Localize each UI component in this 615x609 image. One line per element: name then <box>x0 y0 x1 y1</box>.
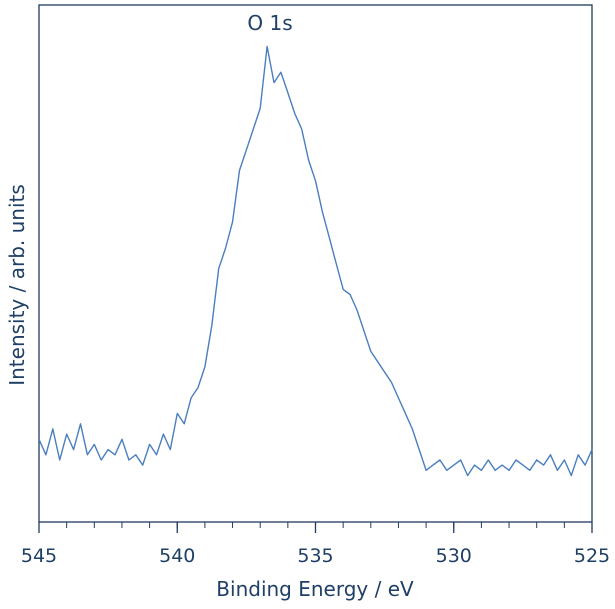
x-tick-label: 545 <box>21 545 57 567</box>
x-axis-label: Binding Energy / eV <box>216 577 414 601</box>
y-axis-label: Intensity / arb. units <box>5 184 29 386</box>
x-tick-label: 530 <box>436 545 472 567</box>
annotation: O 1s <box>247 11 292 35</box>
plot-frame <box>38 4 593 523</box>
x-tick-label: 535 <box>297 545 333 567</box>
spectrum-line <box>38 45 593 477</box>
x-tick-label: 540 <box>159 545 195 567</box>
x-tick-label: 525 <box>574 545 610 567</box>
